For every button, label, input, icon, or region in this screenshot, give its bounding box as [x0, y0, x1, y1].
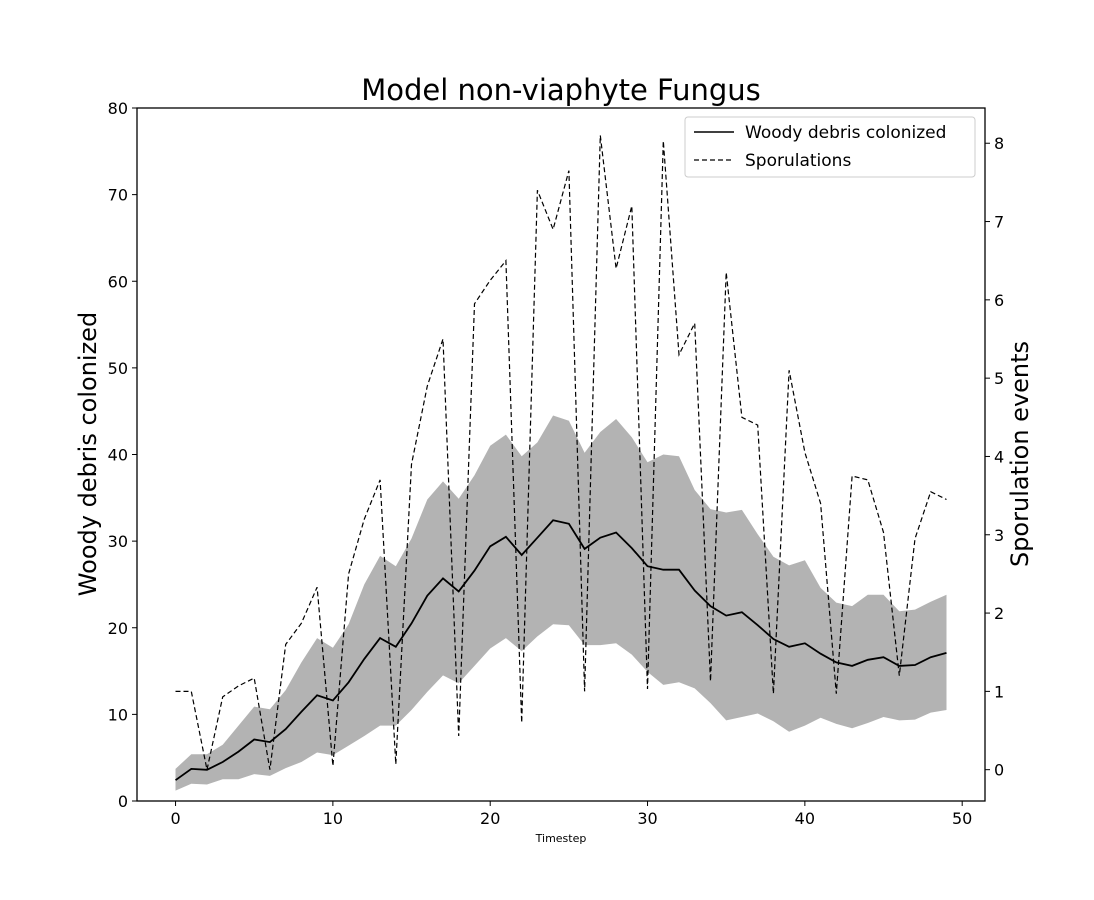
y-axis-right: 0 1 2 3 4 5 6 7 8	[985, 134, 1004, 780]
y-tick-label: 10	[108, 705, 128, 724]
x-tick-label: 20	[480, 809, 500, 828]
y2-tick-label: 2	[994, 604, 1004, 623]
woody-debris-range-band	[175, 415, 947, 791]
legend: Woody debris colonized Sporulations	[684, 116, 976, 178]
y2-tick-label: 5	[994, 369, 1004, 388]
y-axis-left: 0 10 20 30 40 50 60 70 80	[108, 99, 137, 811]
y-tick-label: 40	[108, 446, 128, 465]
y2-tick-label: 3	[994, 526, 1004, 545]
woody-debris-line	[174, 519, 947, 781]
x-tick-label: 40	[795, 809, 815, 828]
y2-tick-label: 1	[994, 682, 1004, 701]
y2-tick-label: 0	[994, 761, 1004, 780]
y-tick-label: 0	[118, 792, 128, 811]
x-axis: 0 10 20 30 40 50	[170, 801, 972, 828]
y2-axis-title: Sporulation events	[1006, 341, 1034, 567]
y2-tick-label: 8	[994, 134, 1004, 153]
y-tick-label: 30	[108, 532, 128, 551]
x-tick-label: 10	[323, 809, 343, 828]
legend-box	[684, 116, 976, 178]
x-tick-label: 30	[637, 809, 657, 828]
y-tick-label: 70	[108, 186, 128, 205]
sporulations-line	[175, 135, 947, 770]
x-axis-title: Timestep	[535, 832, 587, 845]
legend-label-woody-debris: Woody debris colonized	[745, 123, 946, 143]
x-tick-label: 0	[170, 809, 180, 828]
confidence-band-layer	[175, 415, 947, 791]
y-tick-label: 20	[108, 619, 128, 638]
x-tick-label: 50	[952, 809, 972, 828]
y2-tick-label: 7	[994, 213, 1004, 232]
series-line-layer	[174, 135, 947, 781]
legend-label-sporulations: Sporulations	[745, 151, 851, 171]
y-tick-label: 50	[108, 359, 128, 378]
chart-title: Model non-viaphyte Fungus	[361, 73, 761, 107]
y2-tick-label: 4	[994, 447, 1004, 466]
y-tick-label: 60	[108, 272, 128, 291]
y2-tick-label: 6	[994, 291, 1004, 310]
y-axis-title: Woody debris colonized	[74, 312, 102, 596]
y-tick-label: 80	[108, 99, 128, 118]
